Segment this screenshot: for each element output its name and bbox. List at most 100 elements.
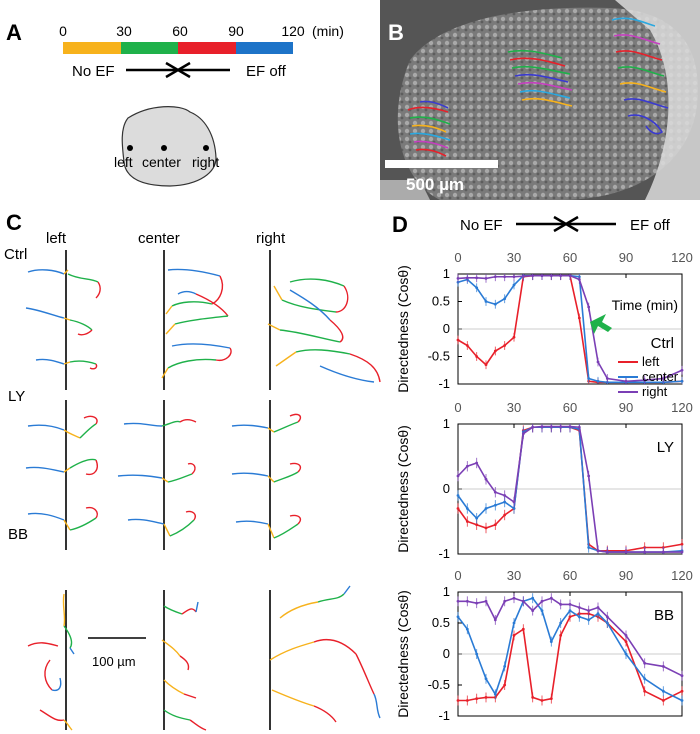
segment-blue (236, 42, 293, 54)
data-point-right (531, 274, 535, 278)
data-point-right (680, 550, 684, 554)
legend-entry-left: left (642, 354, 660, 369)
data-point-left (456, 507, 460, 510)
green-arrow-icon (590, 314, 612, 334)
data-point-right (643, 550, 647, 554)
y-axis-label: Directedness (Cosθ) (395, 590, 411, 718)
chart-bb: 0 30 60 90 120 1 0.5 0 -0.5 -1 Directedness (Cosθ)… (395, 568, 693, 723)
data-point-right (643, 661, 647, 665)
data-point-left (456, 338, 460, 342)
panel-a-timeline: 0 30 60 90 120 (min) No EF EF off (59, 23, 344, 80)
data-point-left (475, 355, 479, 358)
position-dot-right (203, 145, 209, 151)
data-point-left (661, 699, 665, 702)
data-point-center (484, 507, 488, 510)
y-tick-label: 1 (443, 584, 450, 599)
data-point-left (680, 689, 684, 693)
data-point-left (465, 344, 469, 347)
scale-bar (385, 160, 498, 168)
tick-30: 30 (116, 23, 132, 39)
data-point-right (559, 603, 563, 606)
y-tick-label: -1 (438, 546, 450, 561)
data-point-right (456, 599, 460, 603)
trajectory-scale-label: 100 µm (92, 654, 136, 669)
data-point-center (605, 621, 609, 625)
data-point-right (549, 274, 553, 278)
time-unit: (min) (312, 23, 344, 39)
data-point-right (549, 425, 553, 428)
data-point-center (512, 283, 516, 287)
data-point-center (493, 302, 497, 306)
data-point-center (577, 615, 581, 619)
y-tick-label: -0.5 (428, 349, 450, 364)
data-point-right (456, 474, 460, 478)
condition-label: Ctrl (651, 335, 674, 352)
data-point-left (503, 513, 507, 517)
data-point-right (661, 665, 665, 668)
data-point-center (643, 677, 647, 681)
data-point-left (531, 696, 535, 699)
tick-120: 120 (281, 23, 305, 39)
data-point-right (596, 606, 600, 609)
tick-60: 60 (172, 23, 188, 39)
data-point-right (512, 500, 516, 504)
x-axis-label: Time (min) (612, 297, 678, 313)
x-tick-label: 30 (507, 568, 521, 583)
y-axis-label: Directedness (Cosθ) (395, 425, 411, 553)
data-point-left (465, 699, 469, 702)
data-point-left (493, 349, 497, 353)
data-point-center (493, 692, 497, 696)
data-point-right (643, 378, 647, 382)
data-point-right (503, 494, 507, 497)
track-cluster-center (507, 49, 573, 107)
data-point-right (521, 274, 525, 278)
x-tick-label: 90 (619, 568, 633, 583)
segment-green (121, 42, 178, 54)
data-point-center (549, 640, 553, 643)
panel-c-letter: C (6, 210, 22, 235)
series-line-right (457, 425, 682, 553)
data-point-left (521, 627, 525, 631)
data-point-center (661, 689, 665, 693)
data-point-right (587, 609, 591, 612)
x-tick-label: 90 (619, 400, 633, 415)
data-point-right (512, 275, 516, 279)
chart-ctrl: 0 30 60 90 120 1 0.5 0 -0.5 -1 Directedness (Cosθ)… (395, 250, 693, 399)
x-tick-label: 60 (563, 250, 577, 265)
data-point-right (465, 276, 469, 280)
data-point-center (484, 677, 488, 681)
trajectory-plots (25, 250, 381, 731)
col-label-right: right (256, 230, 286, 247)
x-tick-label: 60 (563, 568, 577, 583)
data-point-left (503, 683, 507, 687)
data-point-right (512, 596, 516, 600)
data-point-center (587, 618, 591, 622)
ctrl-trajectories (25, 268, 381, 383)
tick-0: 0 (59, 23, 67, 39)
data-point-left (568, 615, 572, 619)
y-tick-label: -1 (438, 708, 450, 723)
track-cluster-right (611, 17, 669, 135)
panel-d-letter: D (392, 212, 408, 237)
data-point-center (624, 652, 628, 656)
data-point-right (484, 599, 488, 603)
data-point-right (493, 618, 497, 622)
y-tick-label: 1 (443, 416, 450, 431)
data-point-left (624, 640, 628, 643)
y-tick-label: 1 (443, 266, 450, 281)
legend-entry-right: right (642, 384, 668, 399)
col-label-left: left (46, 230, 67, 247)
data-point-right (540, 274, 544, 278)
data-point-left (503, 344, 507, 347)
condition-label: BB (654, 607, 674, 624)
legend-entry-center: center (642, 369, 679, 384)
data-point-center (540, 609, 544, 612)
segment-red (178, 42, 236, 54)
row-label-bb: BB (8, 526, 29, 543)
x-tick-label: 0 (454, 400, 461, 415)
position-center: center (142, 154, 181, 170)
data-point-center (484, 300, 488, 303)
data-point-right (456, 277, 460, 280)
data-point-right (605, 550, 609, 554)
